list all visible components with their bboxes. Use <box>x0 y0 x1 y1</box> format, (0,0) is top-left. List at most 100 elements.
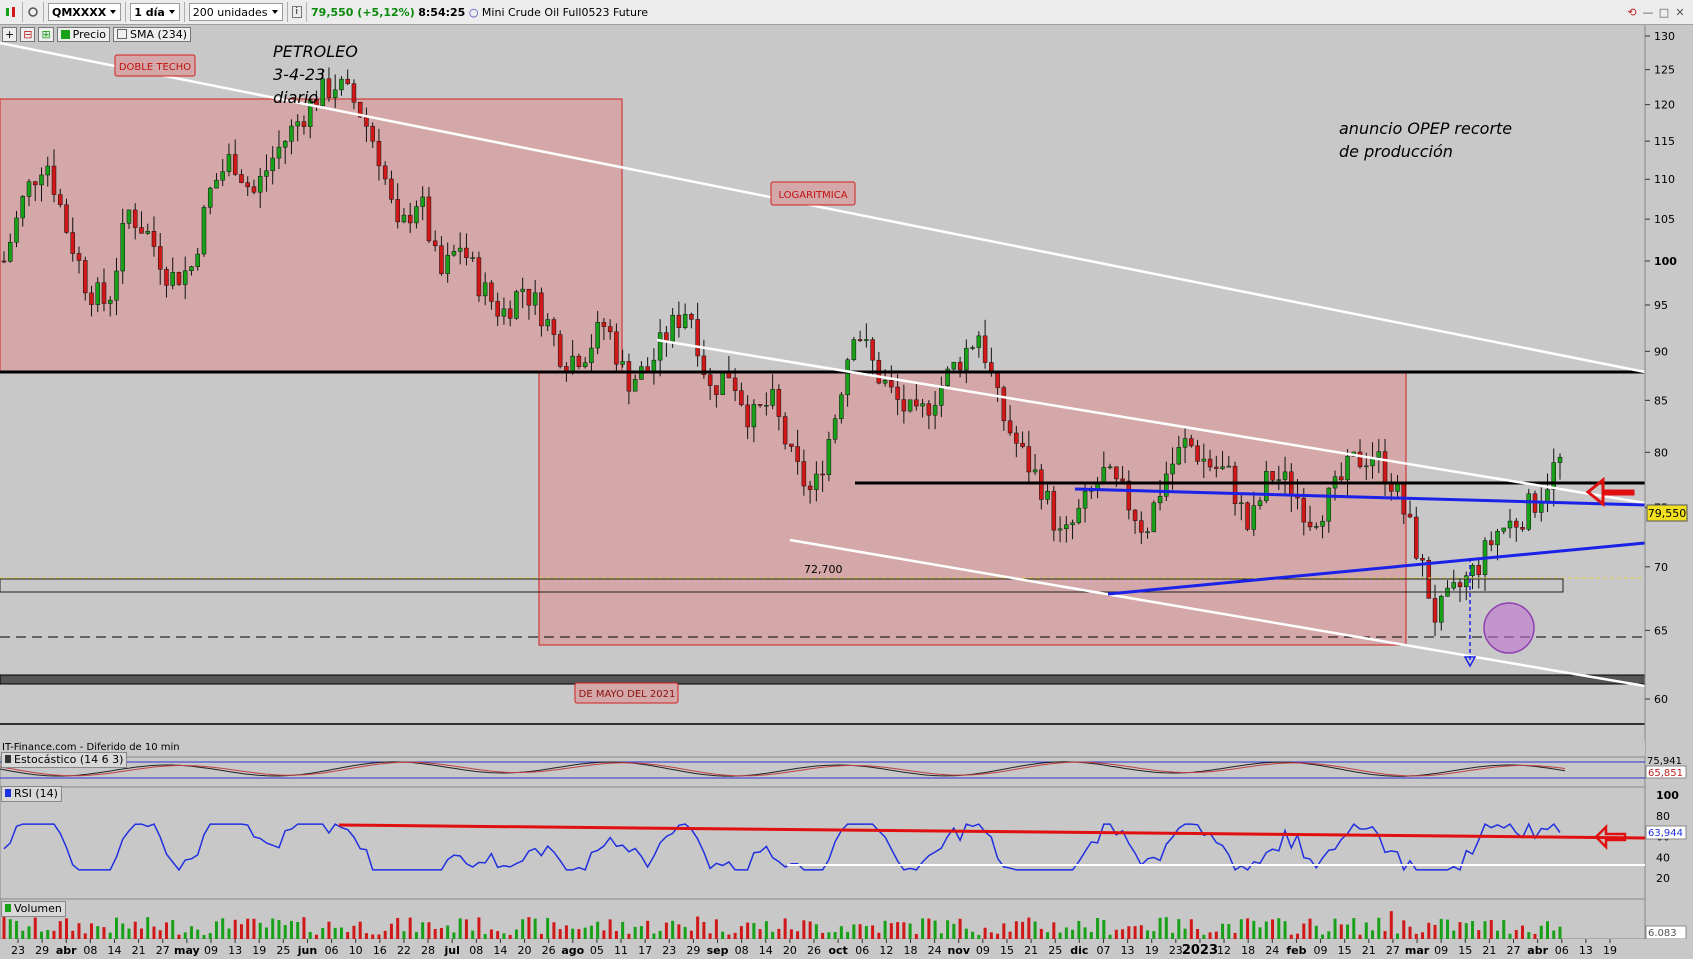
candle <box>395 183 400 229</box>
candle <box>1532 490 1538 518</box>
volume-bar <box>1402 920 1406 939</box>
candle <box>982 319 988 369</box>
volume-bar <box>464 919 468 939</box>
volume-bar <box>877 932 881 939</box>
candle <box>1507 509 1513 539</box>
candle <box>1520 521 1525 532</box>
volume-bar <box>139 928 143 939</box>
volume-bar <box>902 922 906 939</box>
volume-bar <box>1358 934 1362 939</box>
volume-bar <box>308 931 312 939</box>
candle <box>857 330 863 343</box>
add-indicator-button[interactable]: + <box>2 26 18 42</box>
volume-bar <box>33 917 37 939</box>
close-icon[interactable]: ✕ <box>1675 5 1685 19</box>
volume-bar <box>2 916 6 939</box>
volume-bar <box>1233 932 1237 939</box>
volume-bar <box>83 933 87 939</box>
logaritmica-label: LOGARITMICA <box>778 190 847 201</box>
symbol-select[interactable]: QMXXXX <box>48 3 122 21</box>
volume-bar <box>1227 924 1231 939</box>
volume-bar <box>1327 931 1331 939</box>
volume-bar <box>1433 924 1437 939</box>
legend-price[interactable]: Precio <box>56 26 110 42</box>
volume-bar <box>1346 924 1350 939</box>
volume-bar <box>146 917 150 939</box>
volume-bar <box>1108 934 1112 939</box>
candle <box>1407 500 1413 519</box>
minimize-icon[interactable]: — <box>1642 5 1654 19</box>
x-tick-label: 13 <box>1121 944 1135 957</box>
chart-type-button[interactable] <box>0 2 23 22</box>
candle <box>914 383 919 411</box>
volume-bar <box>152 926 156 939</box>
candle <box>1107 463 1113 470</box>
volume-bar <box>1483 921 1487 939</box>
candle <box>26 179 32 207</box>
candle <box>1257 496 1263 510</box>
volume-bar <box>389 923 393 939</box>
rsi-value: 63,944 <box>1648 828 1683 839</box>
volume-bar <box>652 933 656 939</box>
candle <box>1245 501 1250 532</box>
candle <box>1145 527 1150 539</box>
candle <box>39 167 44 202</box>
y-tick-label: 85 <box>1654 394 1668 407</box>
remove-indicator-button[interactable]: ⊟ <box>20 26 36 42</box>
settings-button[interactable] <box>23 2 44 22</box>
y-tick-label: 60 <box>1654 693 1668 706</box>
info-button[interactable]: i <box>288 2 308 22</box>
maximize-icon[interactable]: □ <box>1658 5 1670 19</box>
candle <box>1514 517 1519 542</box>
volume-bar <box>189 926 193 939</box>
volume-bar <box>339 927 343 939</box>
volume-bar <box>1464 923 1468 939</box>
volume-bar <box>1446 919 1450 939</box>
volume-bar <box>802 920 806 939</box>
volume-bar <box>864 925 868 939</box>
doble-techo-label: DOBLE TECHO <box>119 62 191 73</box>
refresh-icon[interactable]: ⟲ <box>1627 5 1637 19</box>
volume-bar <box>964 928 968 939</box>
volume-bar <box>58 921 62 939</box>
zone-doble-techo <box>0 98 623 373</box>
candle <box>576 353 582 370</box>
volume-label[interactable]: Volumen <box>1 901 66 917</box>
stoch-label[interactable]: Estocástico (14 6 3) <box>1 752 128 768</box>
x-tick-label: 24 <box>1265 944 1279 957</box>
edit-indicator-button[interactable]: ⊞ <box>38 26 54 42</box>
candle <box>1551 448 1557 507</box>
candle <box>1039 463 1044 510</box>
x-tick-label: 26 <box>542 944 556 957</box>
candle <box>682 303 688 330</box>
volume-bar <box>1477 930 1481 939</box>
candle <box>801 449 807 496</box>
doble-techo-box <box>114 54 196 77</box>
candle <box>501 297 507 325</box>
volume-bar <box>1252 920 1256 939</box>
legend-sma[interactable]: SMA (234) <box>112 26 192 42</box>
volume-bar <box>202 934 206 939</box>
candle <box>20 195 25 227</box>
volume-bar <box>246 918 250 939</box>
price-swatch-icon <box>60 29 70 39</box>
candle <box>1432 584 1438 637</box>
timeframe-select[interactable]: 1 día <box>130 3 180 21</box>
candle <box>745 395 750 440</box>
candle <box>720 372 725 395</box>
candle <box>514 289 519 320</box>
volume-bar <box>621 921 625 939</box>
settings-icon <box>28 7 38 17</box>
rsi-label[interactable]: RSI (14) <box>1 786 62 802</box>
volume-bar <box>52 930 56 939</box>
volume-bar <box>1183 928 1187 939</box>
volume-bar <box>1014 921 1018 939</box>
volume-bar <box>696 916 700 939</box>
candle <box>632 374 638 392</box>
x-tick-label: abr <box>56 944 77 957</box>
x-tick-label: mar <box>1405 944 1430 957</box>
candle <box>520 277 525 309</box>
volume-bar <box>1414 933 1418 939</box>
units-select[interactable]: 200 unidades <box>188 3 283 21</box>
candle <box>1482 537 1488 591</box>
